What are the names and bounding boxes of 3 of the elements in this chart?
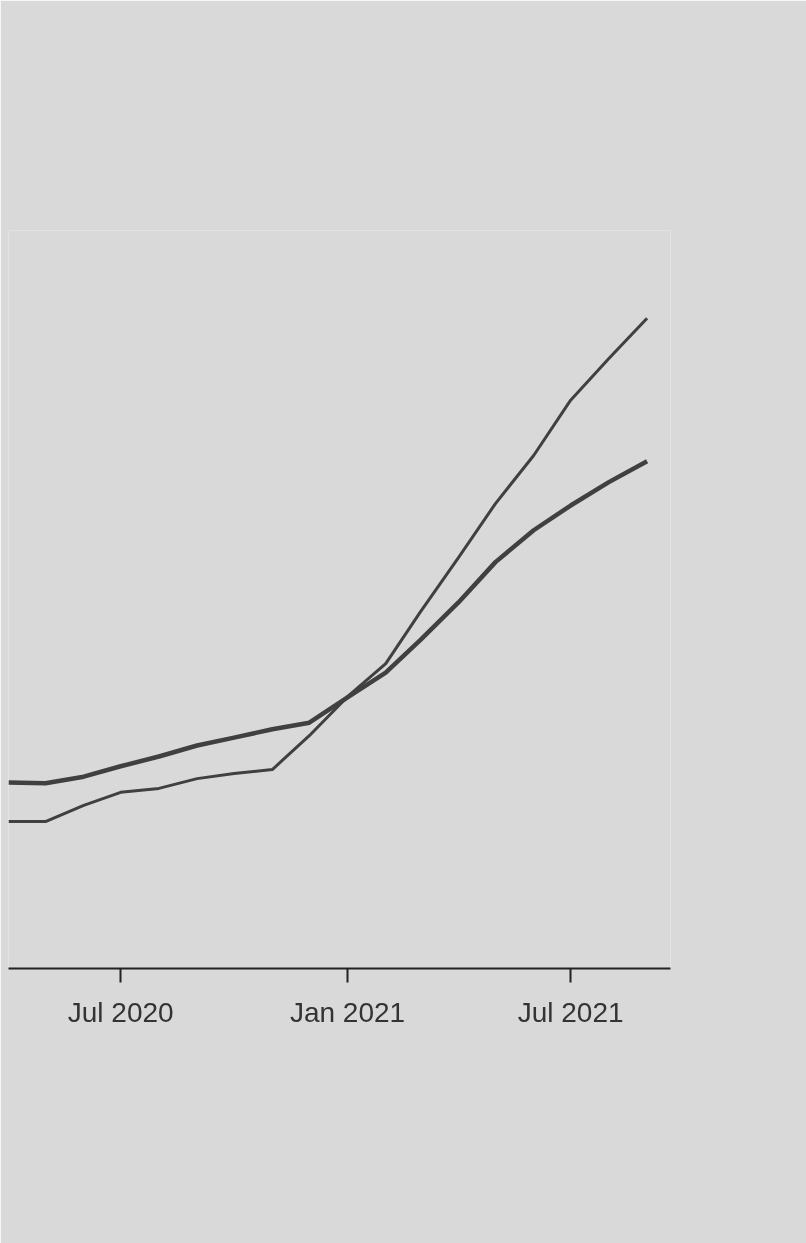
x-tick-label: Jul 2020 <box>67 996 174 1028</box>
x-tick-label: Jul 2021 <box>517 996 624 1028</box>
x-tick-label: Jan 2021 <box>289 996 406 1028</box>
